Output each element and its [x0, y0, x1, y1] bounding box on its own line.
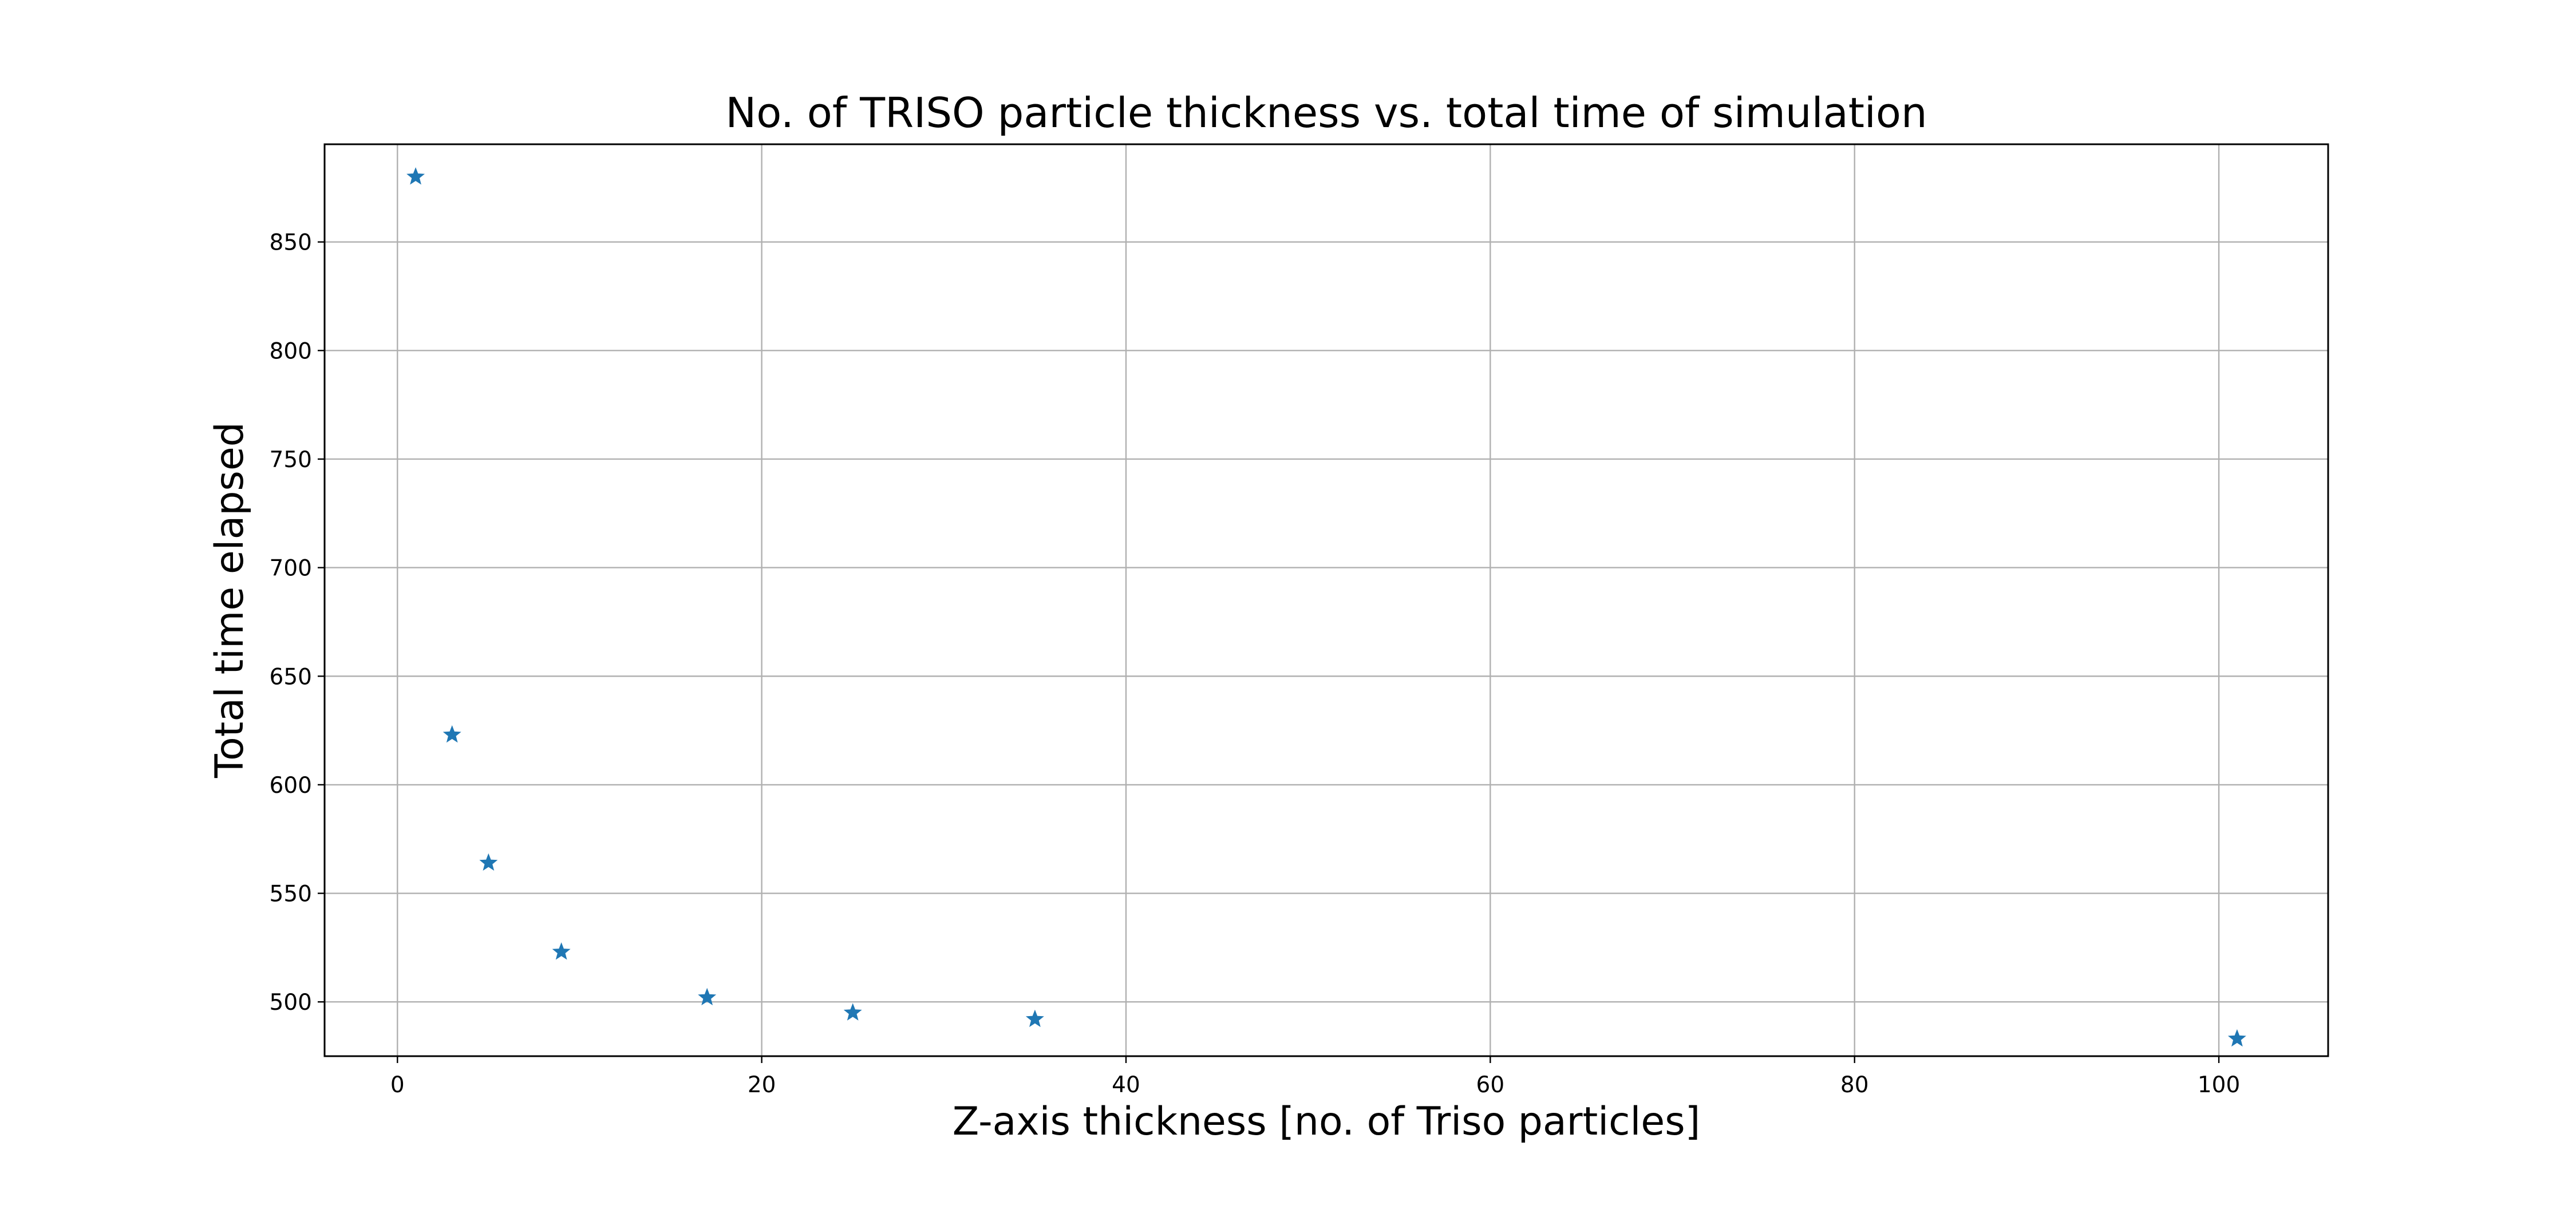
x-axis-label: Z-axis thickness [no. of Triso particles… — [953, 1099, 1700, 1144]
x-tick-label: 20 — [748, 1072, 776, 1098]
y-tick-label: 650 — [270, 664, 312, 690]
y-tick-label: 600 — [270, 773, 312, 799]
axes-frame — [323, 143, 2329, 1057]
y-tick-label: 550 — [270, 882, 312, 907]
data-point-star — [2227, 1029, 2246, 1047]
y-axis: 500 550 600 650 700 750 800 850 — [270, 230, 325, 1016]
plot-area-background — [325, 144, 2328, 1056]
data-point-star — [698, 987, 717, 1006]
y-tick-label: 500 — [270, 990, 312, 1016]
data-points — [406, 167, 2246, 1047]
y-tick-label: 850 — [270, 230, 312, 256]
x-tick-label: 100 — [2198, 1072, 2240, 1098]
data-point-star — [1025, 1009, 1044, 1028]
data-point-star — [552, 942, 571, 960]
y-tick-label: 800 — [270, 338, 312, 364]
data-point-star — [406, 167, 425, 185]
chart-title: No. of TRISO particle thickness vs. tota… — [725, 89, 1927, 137]
x-tick-label: 0 — [390, 1072, 405, 1098]
x-tick-label: 60 — [1476, 1072, 1505, 1098]
y-tick-label: 750 — [270, 447, 312, 473]
x-axis: 0 20 40 60 80 100 — [390, 1056, 2240, 1098]
grid — [325, 144, 2328, 1056]
y-tick-label: 700 — [270, 556, 312, 582]
data-point-star — [843, 1003, 862, 1021]
x-tick-label: 80 — [1840, 1072, 1869, 1098]
data-point-star — [479, 853, 498, 871]
data-point-star — [442, 725, 461, 743]
x-tick-label: 40 — [1112, 1072, 1140, 1098]
y-axis-label: Total time elapsed — [207, 422, 252, 779]
